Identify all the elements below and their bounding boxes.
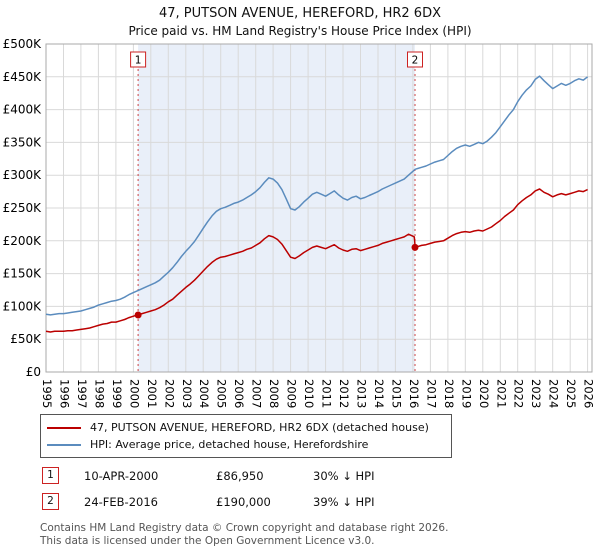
svg-text:£300K: £300K <box>3 168 43 182</box>
chart-legend: 47, PUTSON AVENUE, HEREFORD, HR2 6DX (de… <box>40 414 452 458</box>
svg-text:1: 1 <box>135 55 142 67</box>
page-title: 47, PUTSON AVENUE, HEREFORD, HR2 6DX <box>159 6 441 21</box>
svg-text:1996: 1996 <box>58 379 72 408</box>
sale-2-price: £190,000 <box>216 494 271 509</box>
legend-item-property: 47, PUTSON AVENUE, HEREFORD, HR2 6DX (de… <box>47 419 445 436</box>
svg-text:1999: 1999 <box>110 379 124 408</box>
sale-2-date: 24-FEB-2016 <box>84 494 158 509</box>
svg-text:2007: 2007 <box>250 379 264 408</box>
svg-text:£50K: £50K <box>10 332 42 346</box>
svg-text:2015: 2015 <box>389 379 403 408</box>
svg-text:2003: 2003 <box>180 379 194 408</box>
svg-text:2006: 2006 <box>232 379 246 408</box>
sale-2-vs-hpi: 39% ↓ HPI <box>313 494 375 509</box>
svg-text:£350K: £350K <box>3 135 43 149</box>
svg-text:2005: 2005 <box>215 379 229 408</box>
svg-text:2: 2 <box>412 55 419 67</box>
svg-text:1997: 1997 <box>75 379 89 408</box>
svg-text:£200K: £200K <box>3 234 43 248</box>
svg-text:2017: 2017 <box>424 379 438 408</box>
svg-text:2009: 2009 <box>285 379 299 408</box>
svg-text:2012: 2012 <box>337 379 351 408</box>
svg-text:2004: 2004 <box>197 379 211 408</box>
sale-2-marker-badge: 2 <box>42 493 59 510</box>
legend-item-hpi: HPI: Average price, detached house, Here… <box>47 436 445 453</box>
svg-text:£500K: £500K <box>3 38 43 51</box>
sale-1-price: £86,950 <box>216 468 264 483</box>
hpi-line-swatch <box>47 443 81 446</box>
svg-text:2001: 2001 <box>145 379 159 408</box>
chart-header: 47, PUTSON AVENUE, HEREFORD, HR2 6DX Pri… <box>0 0 600 38</box>
svg-text:2011: 2011 <box>320 379 334 408</box>
svg-text:2021: 2021 <box>494 379 508 408</box>
svg-text:2026: 2026 <box>582 379 596 408</box>
footer-line-1: Contains HM Land Registry data © Crown c… <box>40 522 449 534</box>
svg-text:2013: 2013 <box>355 379 369 408</box>
property-line-swatch <box>47 426 81 429</box>
svg-text:1998: 1998 <box>92 379 106 408</box>
svg-text:£450K: £450K <box>3 70 43 84</box>
svg-text:£250K: £250K <box>3 201 43 215</box>
svg-text:2010: 2010 <box>302 379 316 408</box>
sale-1-marker-badge: 1 <box>42 467 59 484</box>
sale-row-1: 1 10-APR-2000 £86,950 30% ↓ HPI <box>42 467 600 484</box>
svg-text:2025: 2025 <box>564 379 578 408</box>
legend-label-property: 47, PUTSON AVENUE, HEREFORD, HR2 6DX (de… <box>90 421 429 434</box>
svg-text:1995: 1995 <box>40 379 54 408</box>
svg-text:£150K: £150K <box>3 267 43 281</box>
sale-row-2: 2 24-FEB-2016 £190,000 39% ↓ HPI <box>42 493 600 510</box>
svg-text:2022: 2022 <box>512 379 526 408</box>
sale-1-date: 10-APR-2000 <box>84 468 159 483</box>
svg-text:2024: 2024 <box>547 379 561 408</box>
svg-text:2002: 2002 <box>162 379 176 408</box>
svg-text:2019: 2019 <box>459 379 473 408</box>
svg-text:2000: 2000 <box>127 379 141 408</box>
legend-label-hpi: HPI: Average price, detached house, Here… <box>90 438 369 451</box>
sale-1-vs-hpi: 30% ↓ HPI <box>313 468 375 483</box>
svg-text:£100K: £100K <box>3 299 43 313</box>
svg-text:2014: 2014 <box>372 379 386 408</box>
svg-text:£0: £0 <box>26 365 41 379</box>
svg-text:2016: 2016 <box>407 379 421 408</box>
price-history-chart: £0 £50K £100K £150K £200K £250K £300K £350K £400… <box>3 38 596 408</box>
svg-text:2023: 2023 <box>529 379 543 408</box>
svg-text:2018: 2018 <box>442 379 456 408</box>
svg-text:2008: 2008 <box>267 379 281 408</box>
footer-line-2: This data is licensed under the Open Gov… <box>40 535 375 547</box>
svg-text:£400K: £400K <box>3 103 43 117</box>
page-subtitle: Price paid vs. HM Land Registry's House … <box>128 24 472 38</box>
license-footer: Contains HM Land Registry data © Crown c… <box>40 522 600 548</box>
svg-text:2020: 2020 <box>477 379 491 408</box>
